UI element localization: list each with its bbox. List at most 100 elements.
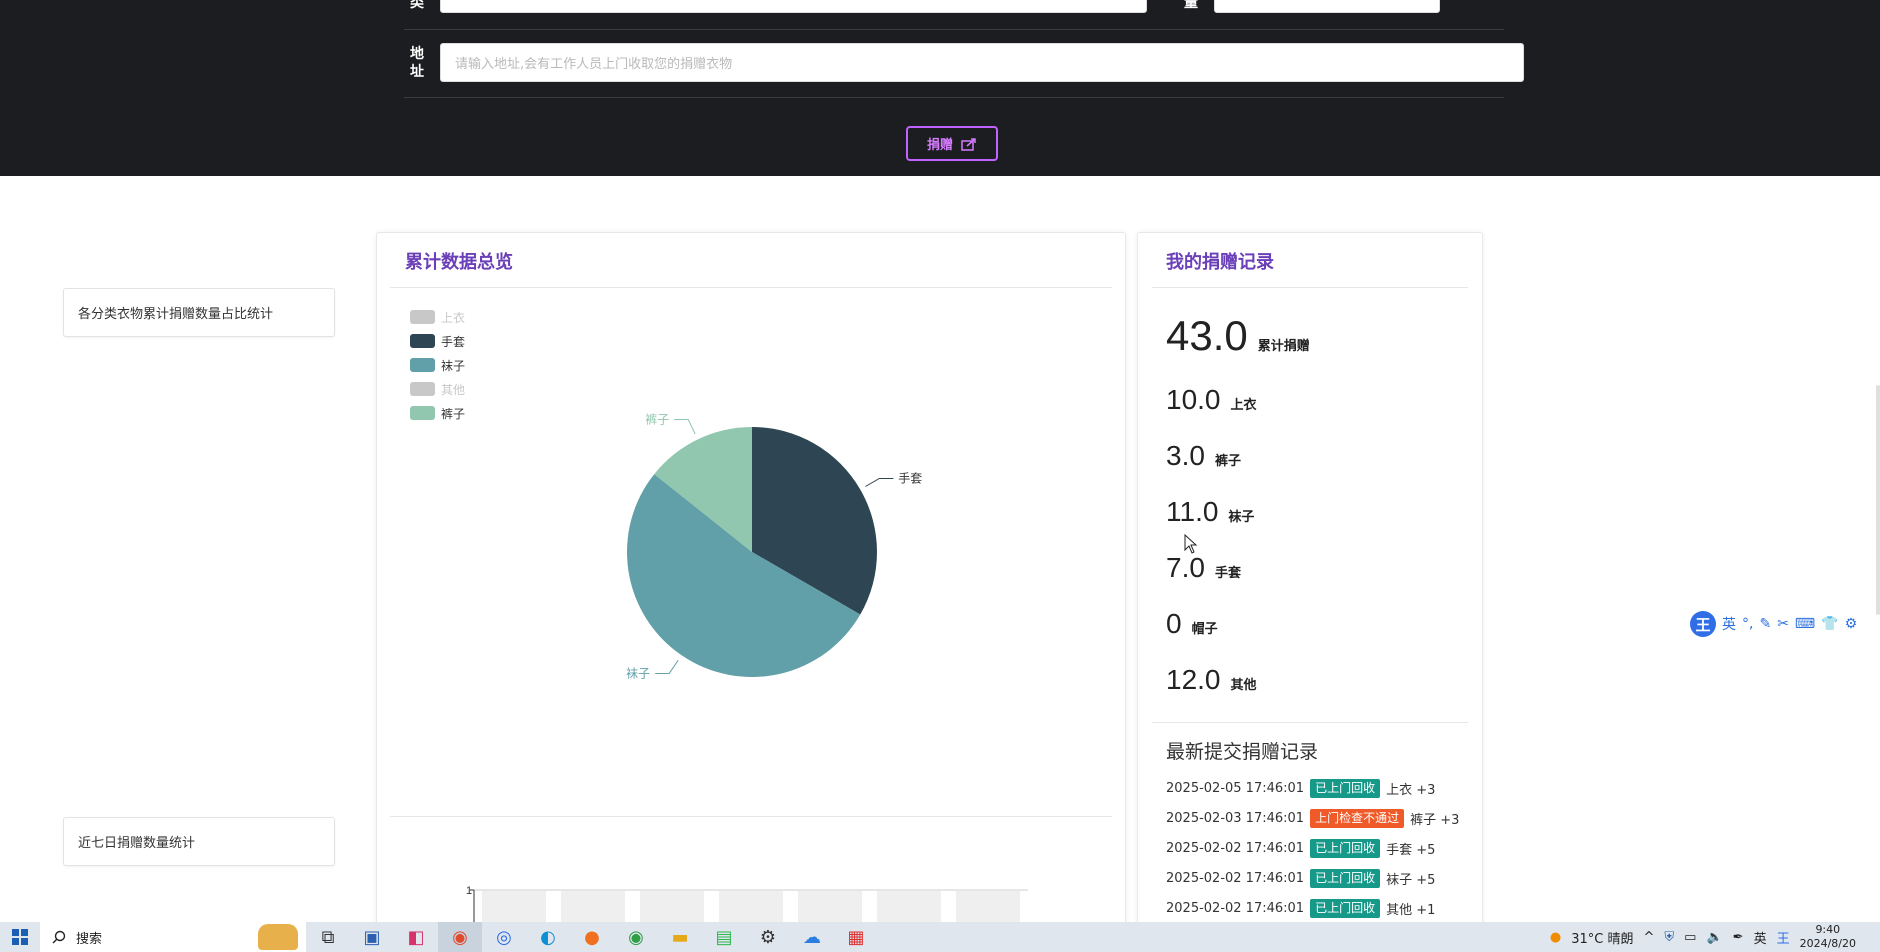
address-input[interactable]: 请输入地址,会有工作人员上门收取您的捐赠衣物 [440,43,1524,82]
record-time: 2025-02-02 17:46:01 [1166,841,1305,856]
pie-slice[interactable] [654,427,752,552]
taskbar: 搜索 ⧉ ▣ ◧ ◉ ◎ ◐ ● ◉ ▬ ▤ ⚙ ☁ ▦ ● 31°C 晴朗 ^… [0,922,1880,952]
ime-scissors-icon[interactable]: ✂ [1777,616,1789,632]
app-icon-firefox[interactable]: ● [584,926,600,948]
ime-logo-icon[interactable]: 王 [1690,611,1716,637]
list-item: 2025-02-02 17:46:01 已上门回收 手套 +5 [1166,839,1435,858]
category-select[interactable] [440,0,1147,13]
record-time: 2025-02-02 17:46:01 [1166,871,1305,886]
quantity-input[interactable] [1214,0,1440,13]
legend-swatch [410,334,435,348]
seven-day-bar-chart: 1 [466,885,1028,922]
system-tray: ● 31°C 晴朗 ^ ⛨ ▭ 🔈 ✒ 英 王 9:40 2024/8/20 [1550,922,1880,952]
stat-label: 裤子 [1214,454,1241,469]
weather-icon[interactable]: ● [1549,929,1562,945]
share-icon [961,137,976,151]
ime-settings-icon[interactable]: ⚙ [1844,616,1858,632]
app-icon-chrome[interactable]: ◉ [628,926,644,948]
status-badge: 上门检查不通过 [1310,809,1405,828]
stat-value: 10.0 [1166,384,1221,415]
weather-text[interactable]: 31°C 晴朗 [1571,931,1634,947]
app-icon-browser-blue[interactable]: ◎ [496,926,512,948]
app-icon-red-app[interactable]: ▦ [847,926,865,948]
record-item: 袜子 +5 [1386,873,1436,888]
stat-value: 0 [1166,608,1182,639]
stat-hat: 0 帽子 [1166,608,1218,640]
pie-slice[interactable] [627,474,861,677]
app-icon-chrome-active[interactable]: ◉ [438,922,482,952]
ime-pen-icon[interactable]: ✎ [1759,616,1772,632]
sidebar-item-label: 近七日捐赠数量统计 [78,836,196,851]
legend-item-socks[interactable]: 袜子 [410,353,465,377]
legend-swatch [410,382,435,396]
ime-toolbar[interactable]: 王 英 °, ✎ ✂ ⌨ 👕 ⚙ [1690,610,1857,638]
side-scroll-handle[interactable] [1876,385,1880,615]
records-panel [1137,232,1483,932]
bar-axis-tick-label: 1 [466,885,472,897]
taskbar-search[interactable]: 搜索 [40,922,306,952]
app-icon-jetbrains[interactable]: ◧ [407,926,425,948]
record-item: 手套 +5 [1386,843,1436,858]
list-item: 2025-02-02 17:46:01 已上门回收 其他 +1 [1166,899,1435,918]
form-row-category: 类 量 [404,0,1504,30]
app-icon-security[interactable]: ▣ [363,926,381,948]
app-icon-settings[interactable]: ⚙ [759,926,777,948]
ime-skin-icon[interactable]: 👕 [1821,616,1839,632]
legend-item-pants[interactable]: 裤子 [410,401,465,425]
tray-shield-icon[interactable]: ⛨ [1664,929,1675,945]
pie-slice-label: 袜子 [626,666,650,680]
legend-label: 袜子 [441,358,466,373]
address-label-bottom: 址 [410,64,424,80]
legend-item-shirt[interactable]: 上衣 [410,305,465,329]
sidebar-item-seven-day[interactable]: 近七日捐赠数量统计 [63,817,335,866]
record-time: 2025-02-02 17:46:01 [1166,901,1305,916]
stat-value: 3.0 [1166,440,1205,471]
sidebar-item-category-ratio[interactable]: 各分类衣物累计捐赠数量占比统计 [63,288,335,337]
legend-item-other[interactable]: 其他 [410,377,465,401]
record-time: 2025-02-03 17:46:01 [1166,811,1305,826]
app-icon-cloud[interactable]: ☁ [803,926,821,948]
donate-button[interactable]: 捐赠 [906,126,998,161]
tray-network-icon[interactable]: ▭ [1684,929,1697,945]
tray-ime-logo-icon[interactable]: 王 [1776,931,1790,947]
clock-time: 9:40 [1815,923,1841,936]
app-icon-file-explorer[interactable]: ▬ [671,926,689,948]
records-section-divider [1152,722,1468,723]
app-icon-wechat[interactable]: ▤ [715,926,733,948]
stat-label: 帽子 [1191,622,1218,637]
ime-keyboard-icon[interactable]: ⌨ [1794,616,1816,632]
ime-punctuation-icon[interactable]: °, [1742,616,1754,632]
sidebar-item-label: 各分类衣物累计捐赠数量占比统计 [78,307,274,322]
ime-language-toggle[interactable]: 英 [1722,617,1736,633]
stat-total-value: 43.0 [1166,312,1248,359]
tray-chevron-up-icon[interactable]: ^ [1643,929,1655,945]
stat-other: 12.0 其他 [1166,664,1257,696]
pie-slice[interactable] [752,427,877,615]
app-icon-edge[interactable]: ◐ [540,926,556,948]
stat-shirt: 10.0 上衣 [1166,384,1257,416]
start-button[interactable] [0,922,40,952]
legend-label: 其他 [441,382,466,397]
list-item: 2025-02-03 17:46:01 上门检查不通过 裤子 +3 [1166,809,1459,828]
taskbar-clock[interactable]: 9:40 2024/8/20 [1800,923,1856,951]
legend-label: 裤子 [441,406,466,421]
bar-background-2 [561,891,625,922]
pie-slice-label: 手套 [898,472,922,486]
tray-volume-icon[interactable]: 🔈 [1706,929,1723,945]
task-view-icon[interactable]: ⧉ [321,926,335,948]
bar-background-6 [877,891,941,922]
legend-label: 上衣 [441,310,466,325]
pie-label-line [674,419,696,435]
stat-label: 袜子 [1228,510,1255,525]
stat-label: 其他 [1230,678,1257,693]
legend-swatch [410,358,435,372]
stat-pants: 3.0 裤子 [1166,440,1241,472]
records-title: 我的捐赠记录 [1166,252,1274,273]
tray-pen-icon[interactable]: ✒ [1732,929,1744,945]
stat-value: 12.0 [1166,664,1221,695]
search-mascot-icon [258,924,298,950]
tray-ime-lang[interactable]: 英 [1753,931,1767,947]
legend-item-gloves[interactable]: 手套 [410,329,465,353]
form-row-address: 地 址 请输入地址,会有工作人员上门收取您的捐赠衣物 [404,30,1524,98]
overview-section-divider [390,816,1112,817]
